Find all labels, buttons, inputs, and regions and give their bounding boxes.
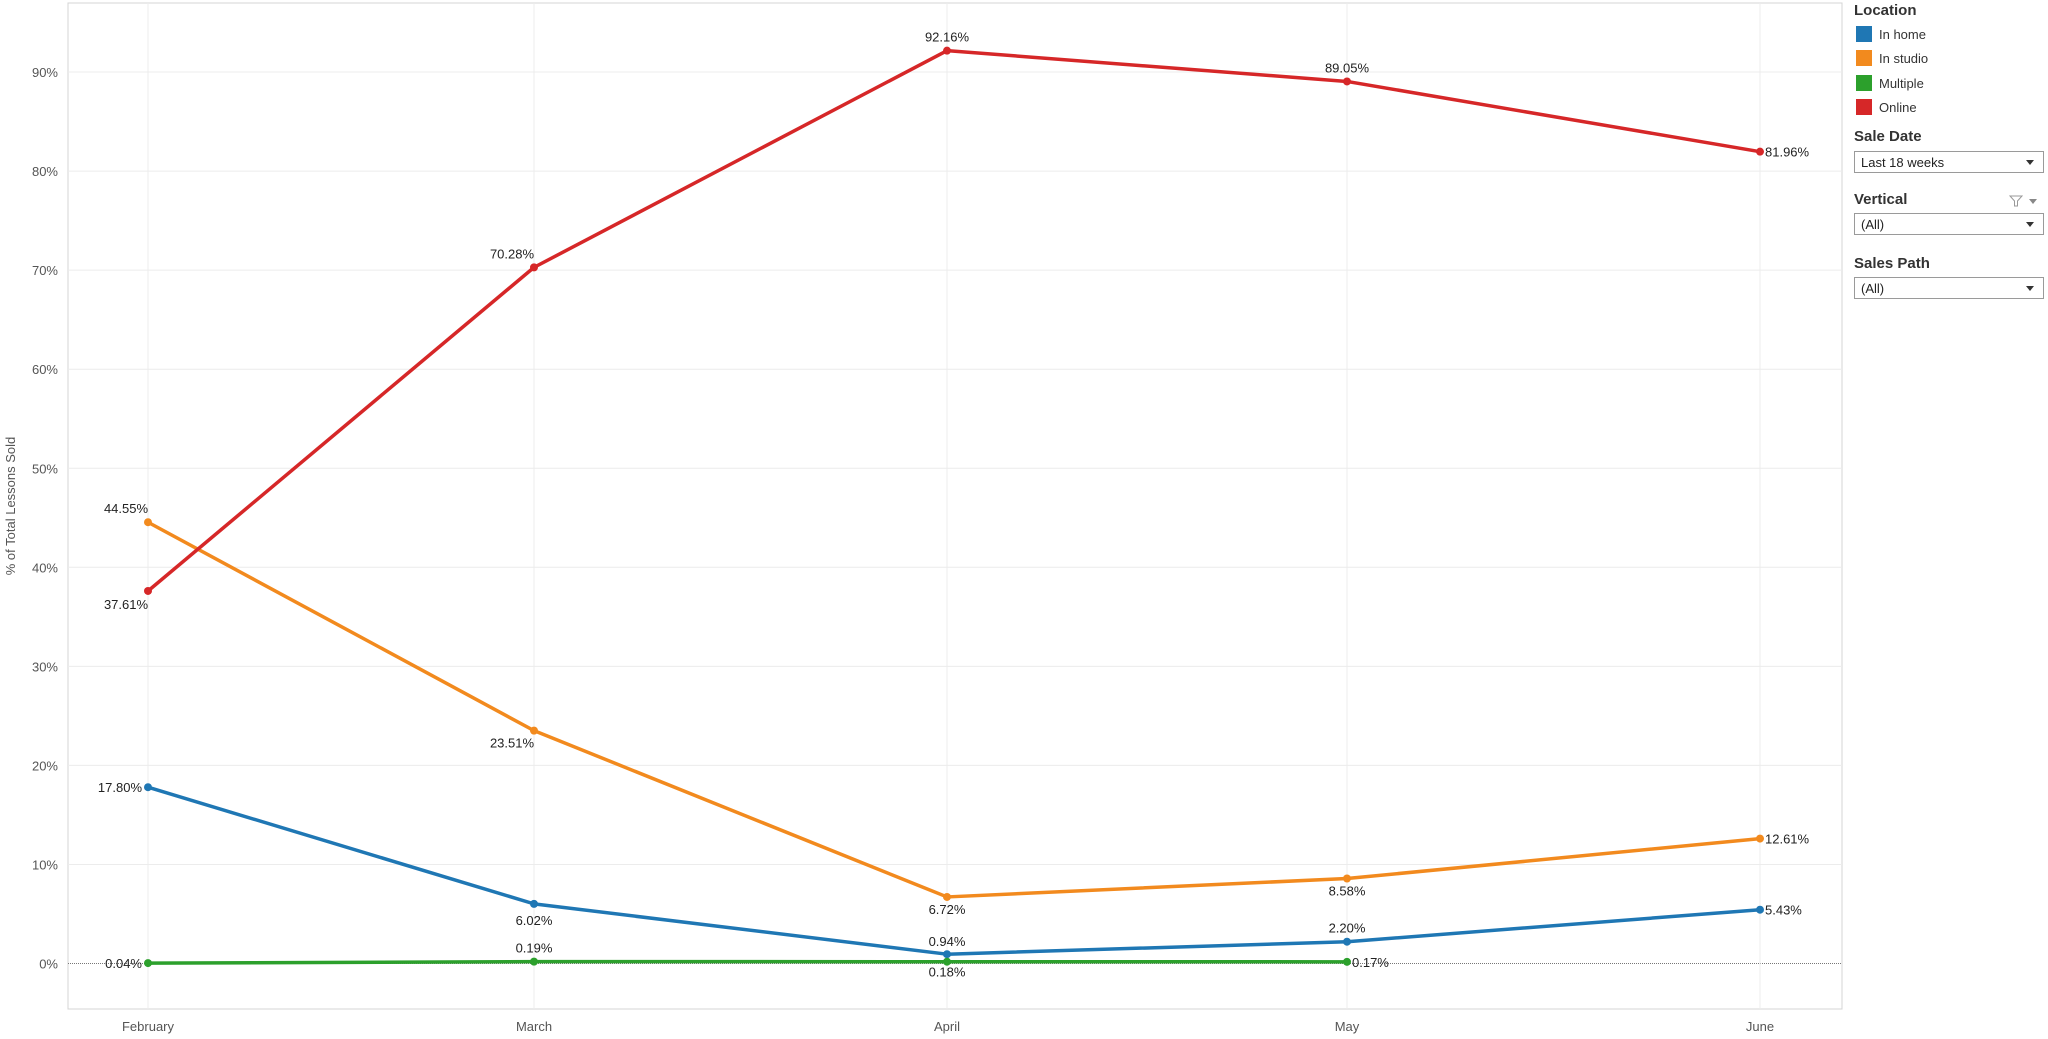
data-point-in-home — [144, 783, 152, 792]
y-tick-label: 90% — [32, 65, 58, 80]
series-in-studio: 44.55% 23.51% 6.72% 8.58% 12.61% — [104, 501, 1810, 917]
data-label-multiple: 0.19% — [516, 941, 553, 956]
y-tick-label: 30% — [32, 659, 58, 674]
sales-path-value: (All) — [1861, 281, 1885, 296]
y-tick-label: 60% — [32, 362, 58, 377]
y-tick-label: 80% — [32, 164, 58, 179]
vertical-dropdown[interactable]: (All) — [1854, 213, 2044, 235]
side-panel: Location In home In studio Multiple Onli… — [1852, 0, 2048, 1039]
legend-label: In home — [1879, 26, 1926, 42]
data-label-in-studio: 44.55% — [104, 501, 149, 516]
data-point-multiple — [530, 957, 538, 966]
legend-title: Location — [1854, 2, 1917, 19]
data-point-online — [1756, 147, 1764, 156]
legend-swatch — [1856, 50, 1872, 66]
legend-label: In studio — [1879, 50, 1929, 66]
data-label-in-home: 0.94% — [929, 934, 966, 949]
data-point-in-studio — [1756, 834, 1764, 843]
legend-label: Multiple — [1879, 75, 1924, 91]
y-tick-label: 70% — [32, 263, 58, 278]
data-point-multiple — [943, 957, 951, 966]
data-label-online: 89.05% — [1325, 60, 1370, 75]
y-tick-label: 10% — [32, 857, 58, 872]
data-point-in-studio — [530, 726, 538, 735]
y-axis-title: % of Total Lessons Sold — [3, 437, 18, 576]
x-tick-label: June — [1746, 1019, 1774, 1034]
data-point-in-home — [530, 899, 538, 908]
chevron-down-icon — [2026, 160, 2034, 165]
sale-date-dropdown[interactable]: Last 18 weeks — [1854, 151, 2044, 173]
sales-path-dropdown[interactable]: (All) — [1854, 277, 2044, 299]
data-label-in-studio: 8.58% — [1329, 884, 1366, 899]
data-label-online: 92.16% — [925, 30, 970, 45]
sales-path-title: Sales Path — [1854, 255, 1930, 272]
series-in-home: 17.80% 6.02% 0.94% 2.20% 5.43% — [98, 780, 1802, 959]
x-tick-label: March — [516, 1019, 552, 1034]
data-label-in-studio: 12.61% — [1765, 832, 1810, 847]
data-label-online: 37.61% — [104, 597, 149, 612]
data-label-in-home: 5.43% — [1765, 903, 1802, 918]
legend-swatch — [1856, 26, 1872, 42]
y-tick-label: 50% — [32, 461, 58, 476]
data-point-in-studio — [943, 892, 951, 901]
data-label-in-studio: 23.51% — [490, 736, 535, 751]
chevron-down-icon — [2026, 222, 2034, 227]
data-label-multiple: 0.18% — [929, 965, 966, 980]
data-point-online — [943, 46, 951, 55]
sale-date-value: Last 18 weeks — [1861, 155, 1945, 170]
data-point-online — [144, 586, 152, 595]
legend-swatch — [1856, 99, 1872, 115]
legend-item-online[interactable]: Online — [1856, 96, 1917, 118]
vertical-title: Vertical — [1854, 191, 1908, 208]
x-tick-label: May — [1335, 1019, 1360, 1034]
data-point-in-studio — [144, 518, 152, 527]
data-point-online — [530, 263, 538, 272]
line-chart: 0% 10% 20% 30% 40% 50% 60% 70% 80% 90% February Mar… — [3, 2, 1843, 1034]
data-point-multiple — [1343, 957, 1351, 966]
menu-caret-icon[interactable] — [2029, 199, 2037, 204]
data-label-in-home: 6.02% — [516, 913, 553, 928]
data-label-in-studio: 6.72% — [929, 902, 966, 917]
data-label-multiple: 0.17% — [1352, 955, 1389, 970]
y-tick-label: 20% — [32, 758, 58, 773]
chevron-down-icon — [2026, 286, 2034, 291]
data-point-online — [1343, 77, 1351, 86]
data-point-multiple — [144, 959, 152, 968]
vertical-value: (All) — [1861, 217, 1885, 232]
data-point-in-home — [1756, 905, 1764, 914]
data-point-in-home — [1343, 937, 1351, 946]
data-label-in-home: 2.20% — [1329, 921, 1366, 936]
legend-item-multiple[interactable]: Multiple — [1856, 72, 1924, 94]
series-online: 37.61% 70.28% 92.16% 89.05% 81.96% — [104, 30, 1810, 612]
filter-icon[interactable] — [2009, 195, 2023, 207]
data-label-multiple: 0.04% — [105, 956, 142, 971]
x-tick-label: April — [934, 1019, 960, 1034]
legend-item-in-studio[interactable]: In studio — [1856, 47, 1928, 69]
legend-item-in-home[interactable]: In home — [1856, 23, 1926, 45]
sale-date-title: Sale Date — [1854, 128, 1922, 145]
data-label-online: 81.96% — [1765, 145, 1810, 160]
data-point-in-studio — [1343, 874, 1351, 883]
data-label-in-home: 17.80% — [98, 780, 143, 795]
x-tick-label: February — [122, 1019, 175, 1034]
data-point-in-home — [943, 950, 951, 959]
data-label-online: 70.28% — [490, 246, 535, 261]
y-tick-label: 40% — [32, 560, 58, 575]
legend-swatch — [1856, 75, 1872, 91]
legend-label: Online — [1879, 99, 1917, 115]
series-multiple: 0.04% 0.19% 0.18% 0.17% — [105, 941, 1389, 980]
series-line-multiple — [147, 959, 1348, 965]
y-tick-label: 0% — [39, 957, 58, 972]
